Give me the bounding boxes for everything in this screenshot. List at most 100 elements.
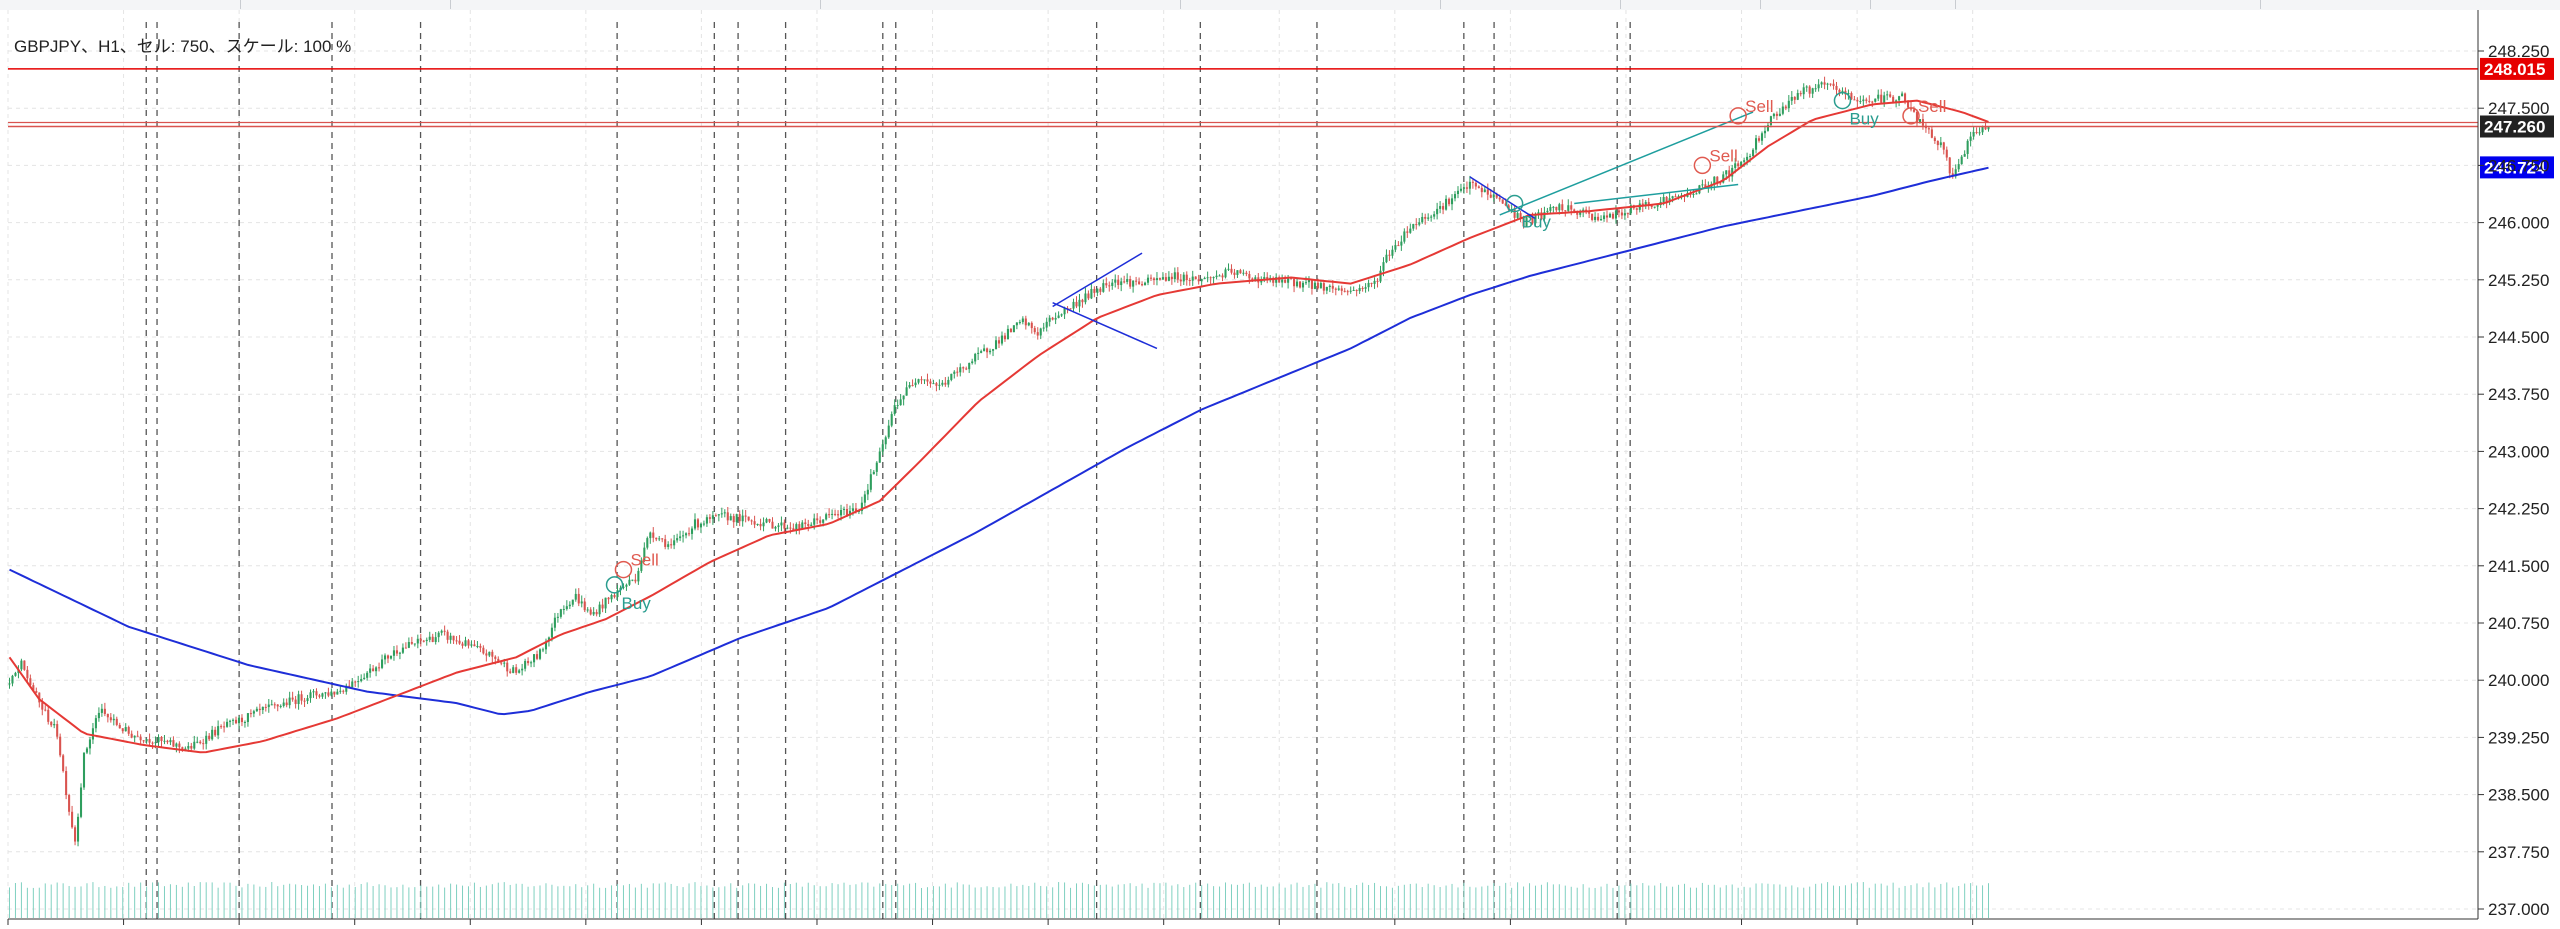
candle-body [1781,106,1784,114]
candle-body [881,444,884,452]
candle-body [956,371,959,373]
candle-body [1650,205,1653,208]
candle-body [571,599,574,605]
candle-body [1096,288,1099,293]
toolbar-button[interactable] [450,0,451,9]
candle-body [485,653,488,656]
y-tick-label: 238.500 [2488,786,2549,805]
candle-body [1129,279,1132,287]
toolbar-button[interactable] [820,0,821,9]
candle-body [1722,174,1725,183]
candle-body [124,727,127,732]
candle-body [1033,328,1036,333]
y-tick-label: 248.250 [2488,42,2549,61]
candle-body [696,519,700,528]
sell-signal-label: Sell [1918,97,1946,116]
candle-body [774,526,777,529]
candle-body [640,560,643,571]
candle-body [1316,282,1319,289]
candle-body [1090,288,1093,299]
candle-body [91,728,94,740]
candle-body [538,649,542,659]
candle-body [1078,299,1081,307]
candle-body [1826,83,1829,85]
candle-body [1427,217,1430,219]
candle-body [816,518,819,521]
candle-body [1567,205,1570,211]
candle-body [118,724,121,729]
candle-body [1734,163,1737,168]
y-tick-label: 246.000 [2488,214,2549,233]
candle-body [705,517,708,524]
candle-body [556,616,559,618]
candle-body [860,502,863,511]
candle-body [509,671,512,673]
candle-body [398,652,401,654]
candle-body [1108,285,1111,287]
candle-body [1754,138,1758,150]
candle-body [38,692,41,703]
candle-body [1331,285,1334,289]
candle-body [1847,93,1850,95]
candle-body [1009,328,1012,333]
toolbar-button[interactable] [1760,0,1761,9]
candle-body [378,667,381,669]
candle-body [1862,99,1865,102]
candle-body [735,514,738,523]
candle-body [980,351,983,353]
candle-body [866,489,869,495]
candle-body [157,737,160,743]
toolbar-button[interactable] [240,0,241,9]
candle-body [1081,299,1084,303]
candle-body [386,655,390,659]
candle-body [270,704,273,706]
candle-body [1608,213,1612,218]
candle-body [267,704,270,708]
candle-body [515,667,518,673]
candle-body [100,708,103,713]
buy-signal-label: Buy [622,594,652,613]
chart-header: GBPJPY、H1、セル: 750、スケール: 100 % [14,37,351,56]
candle-body [1030,322,1033,329]
toolbar-button[interactable] [1870,0,1871,9]
candle-body [1719,182,1722,184]
candle-body [920,379,923,381]
candle-body [607,597,610,600]
candle-body [1829,83,1832,85]
price-chart[interactable]: 248.015 247.260 246.724 Buy Sell Buy Sell Sell… [0,10,2560,929]
candle-body [1373,280,1376,284]
candle-body [625,584,628,587]
candle-body [181,747,184,750]
candle-body [383,655,387,660]
candle-body [1272,277,1275,283]
candle-body [1397,245,1400,247]
candle-body [136,735,139,737]
candle-body [974,353,977,362]
candle-body [47,709,50,722]
candle-body [226,721,229,727]
candle-body [249,713,252,715]
toolbar-button[interactable] [1180,0,1181,9]
toolbar-button[interactable] [1440,0,1441,9]
candle-body [160,737,163,742]
candle-body [1936,140,1939,146]
candle-body [720,513,723,515]
toolbar-button[interactable] [1955,0,1956,9]
trade-signals: Buy Sell Buy Sell Sell Buy Sell [605,91,1946,613]
candle-body [962,367,965,369]
candle-body [1546,210,1549,213]
candle-body [628,579,631,585]
candle-body [211,729,214,740]
candle-body [1752,149,1755,157]
sell-signal-label: Sell [1709,146,1737,165]
candle-body [1185,274,1188,281]
candle-body [535,654,539,659]
candle-body [121,728,124,732]
candle-body [1704,184,1707,188]
toolbar-button[interactable] [2260,0,2261,9]
candle-body [643,547,646,561]
candle-body [842,508,846,510]
candle-body [1528,215,1531,218]
toolbar-button[interactable] [1620,0,1621,9]
